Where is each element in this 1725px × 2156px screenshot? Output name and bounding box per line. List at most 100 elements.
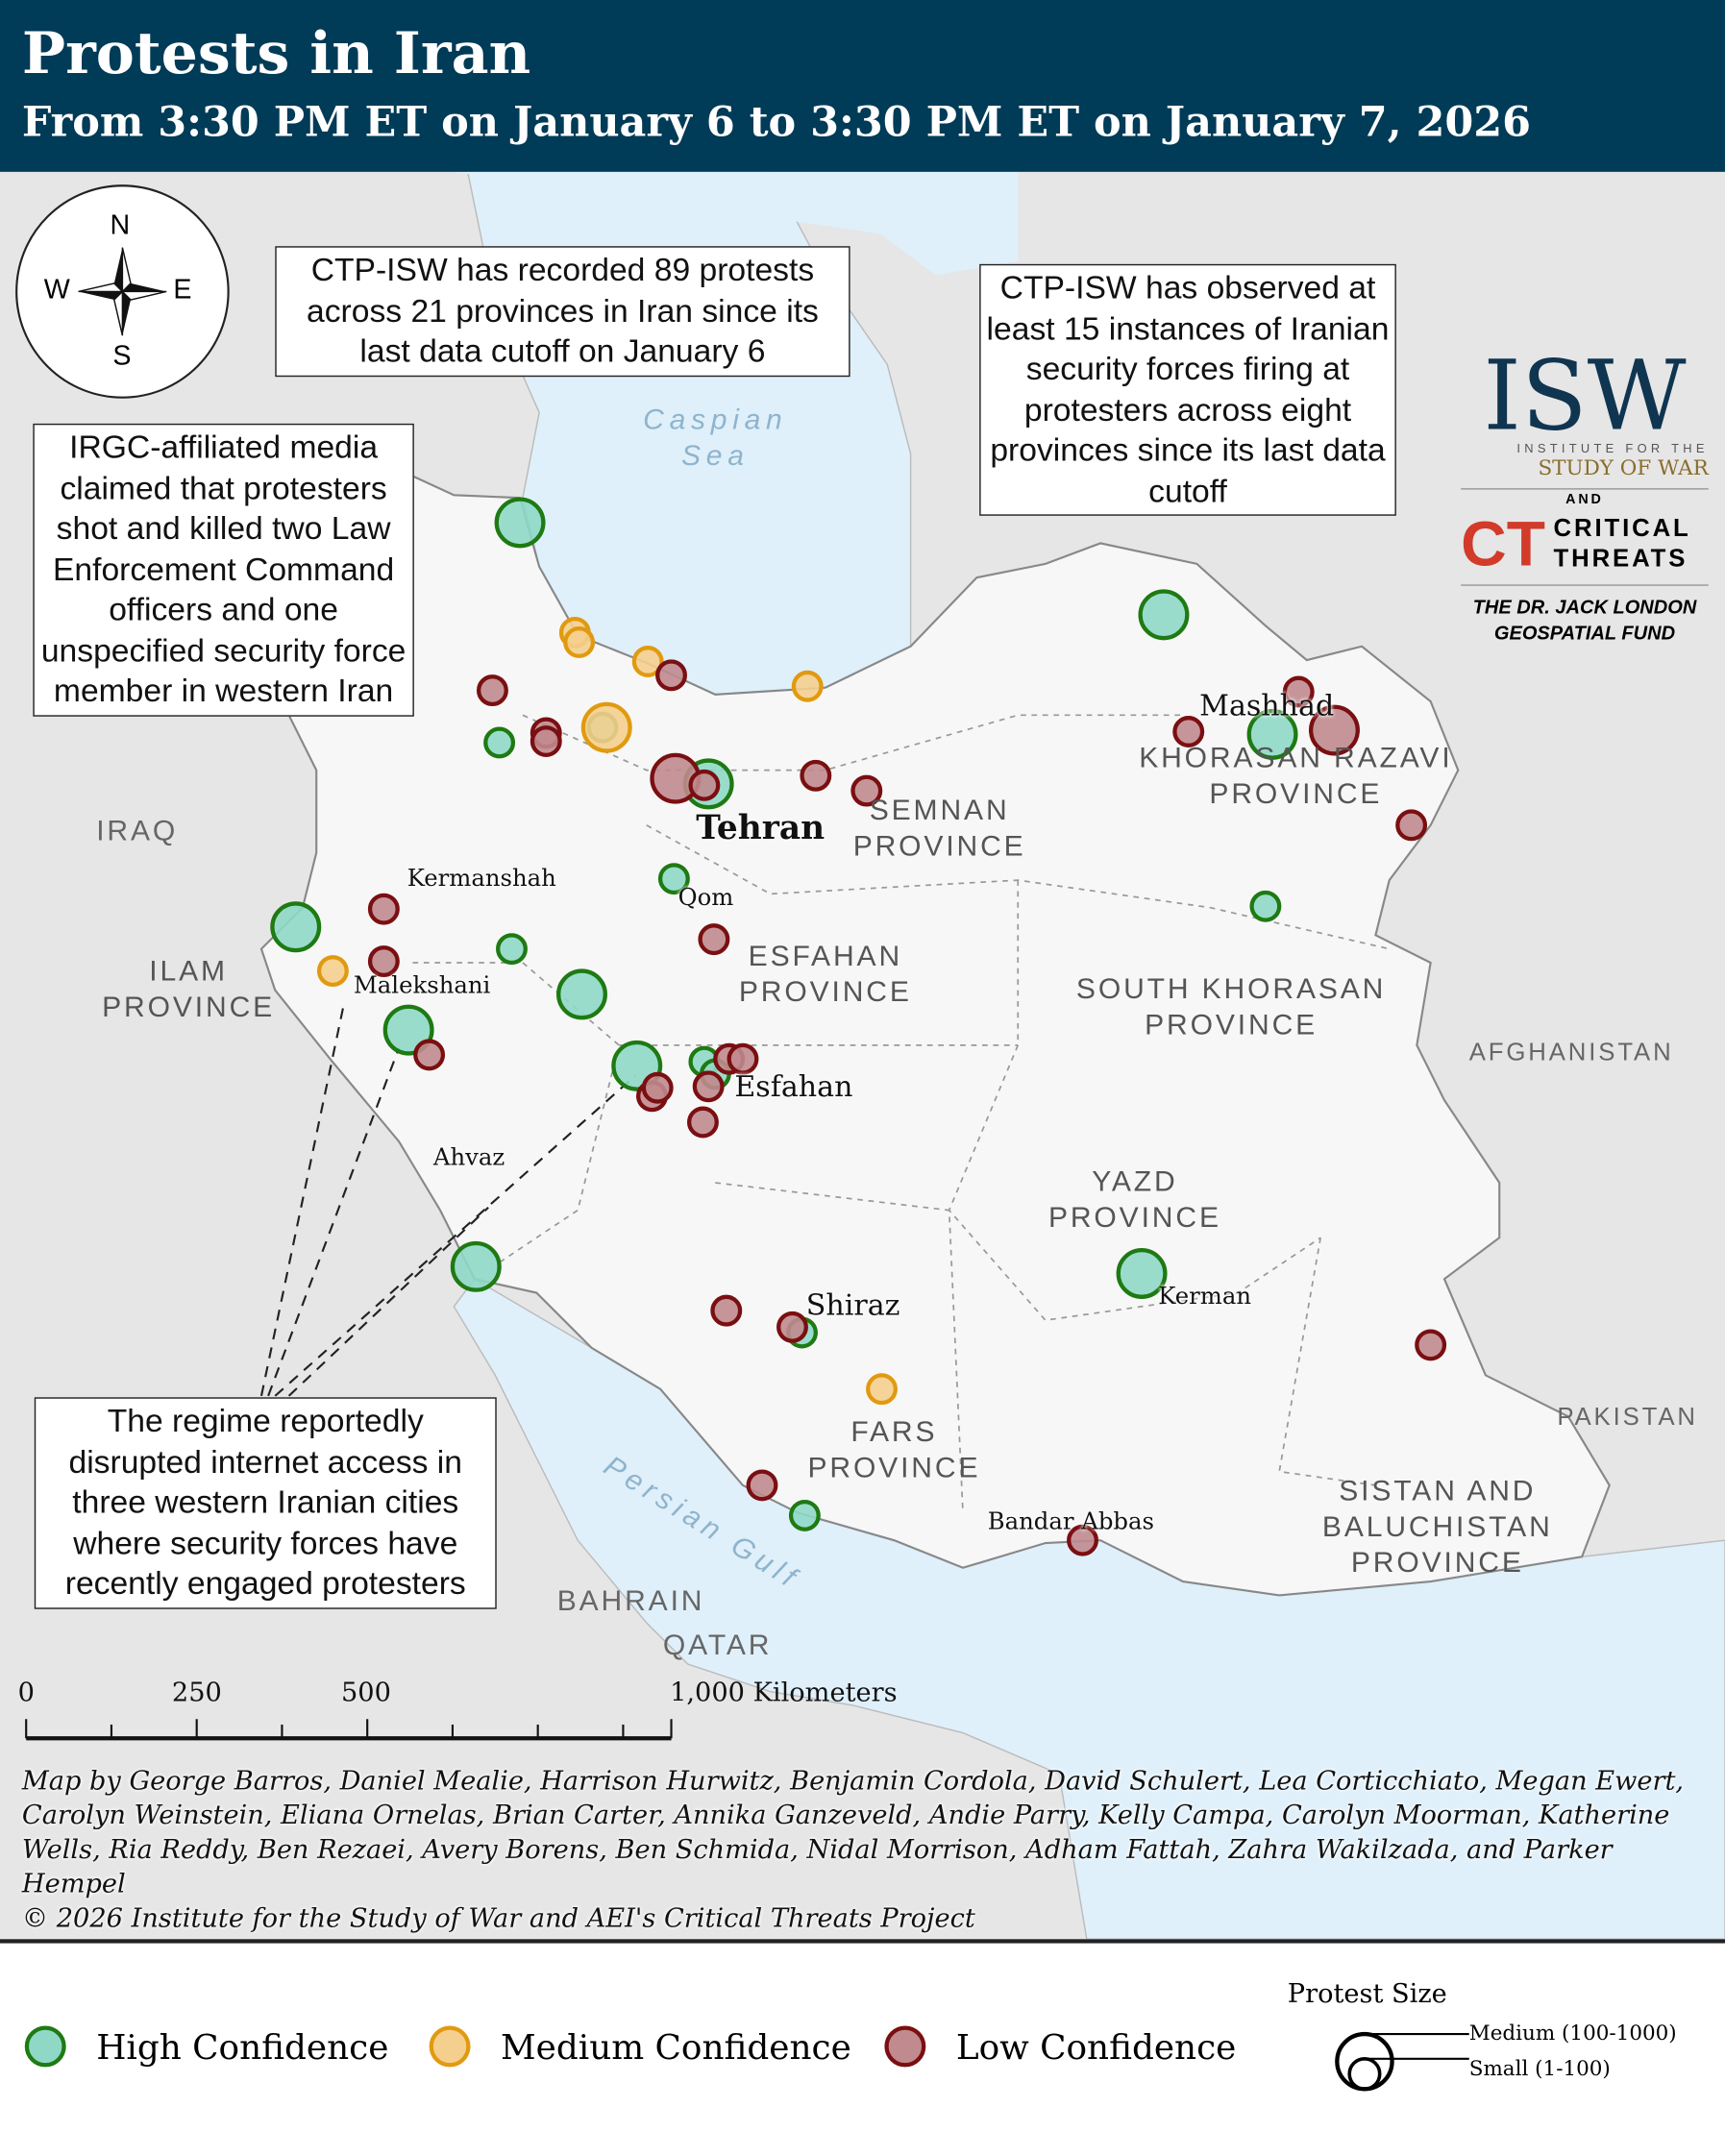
size-legend-symbol xyxy=(1335,2031,1469,2092)
callout-irgc-claim: IRGC-affiliated media claimed that prote… xyxy=(33,423,414,717)
scale-bar xyxy=(25,1719,673,1741)
protest-marker-low-small xyxy=(1395,809,1428,842)
legend: High Confidence Medium Confidence Low Co… xyxy=(0,1939,1725,2156)
label-qatar: QATAR xyxy=(662,1629,773,1662)
scale-label-0: 0 xyxy=(17,1678,35,1708)
protest-marker-low-small xyxy=(1067,1524,1098,1556)
legend-low: Low Confidence xyxy=(884,2025,1236,2068)
protest-marker-high-small xyxy=(788,1499,821,1531)
legend-medium: Medium Confidence xyxy=(429,2025,851,2068)
protest-marker-low-small xyxy=(698,923,730,956)
callout-security-firing: CTP-ISW has observed at least 15 instanc… xyxy=(979,263,1396,516)
protest-marker-low-small xyxy=(641,1071,674,1104)
page-title: Protests in Iran xyxy=(21,19,531,87)
protest-marker-high-small xyxy=(496,933,528,966)
label-semnan-province: SEMNAN PROVINCE xyxy=(852,795,1026,863)
legend-size-medium: Medium (100-1000) xyxy=(1468,2020,1677,2046)
protest-marker-low-small xyxy=(688,769,721,801)
protest-marker-high-medium xyxy=(382,1004,434,1056)
compass-west: W xyxy=(43,275,70,306)
city-mashhad: Mashhad xyxy=(1199,689,1335,723)
protest-marker-low-small xyxy=(1282,675,1315,708)
label-afghanistan: AFGHANISTAN xyxy=(1468,1038,1674,1066)
scale-label-250: 250 xyxy=(171,1678,222,1708)
protest-marker-medium-small xyxy=(631,646,664,677)
protest-marker-medium-small xyxy=(316,955,349,988)
city-shiraz: Shiraz xyxy=(805,1288,900,1322)
medium-confidence-swatch xyxy=(429,2025,471,2068)
protest-marker-low-small xyxy=(1172,716,1205,747)
credits-authors: Map by George Barros, Daniel Mealie, Har… xyxy=(21,1765,1685,1899)
label-esfahan-province: ESFAHAN PROVINCE xyxy=(738,941,912,1009)
city-tehran: Tehran xyxy=(696,807,826,847)
callout-internet-disruption: The regime reportedly disrupted internet… xyxy=(34,1397,497,1609)
map-canvas xyxy=(15,171,1725,1940)
credits-copyright: © 2026 Institute for the Study of War an… xyxy=(21,1903,975,1934)
scale-label-500: 500 xyxy=(340,1678,391,1708)
protest-marker-high-medium xyxy=(450,1240,502,1292)
protest-marker-low-small xyxy=(476,674,508,707)
callout-leader-lines xyxy=(259,1003,637,1397)
protest-marker-low-small xyxy=(655,659,687,692)
protest-marker-low-small xyxy=(367,893,400,925)
city-kermanshah: Kermanshah xyxy=(407,865,556,893)
protest-marker-medium-small xyxy=(791,670,824,702)
protest-marker-low-small xyxy=(746,1469,778,1502)
callout-protests-recorded: CTP-ISW has recorded 89 protests across … xyxy=(275,246,850,377)
protest-marker-medium-small xyxy=(563,626,596,658)
protest-marker-high-medium xyxy=(494,497,546,549)
city-ahvaz: Ahvaz xyxy=(432,1143,505,1172)
page-subtitle: From 3:30 PM ET on January 6 to 3:30 PM … xyxy=(21,99,1532,148)
label-pakistan: PAKISTAN xyxy=(1557,1403,1698,1431)
protest-marker-high-small xyxy=(1249,890,1282,922)
label-khorasan-razavi: KHORASAN RAZAVI PROVINCE xyxy=(1139,742,1453,811)
legend-size-small: Small (1-100) xyxy=(1468,2055,1611,2081)
protest-marker-low-medium xyxy=(1308,704,1360,756)
map: N S E W Caspian Sea Persian Gulf IRAQ AF… xyxy=(0,171,1725,1940)
protest-marker-medium-medium xyxy=(580,701,632,753)
city-bandar-abbas: Bandar Abbas xyxy=(987,1508,1154,1536)
protest-marker-high-small xyxy=(483,726,516,759)
header: Protests in Iran From 3:30 PM ET on Janu… xyxy=(0,0,1725,172)
protest-marker-low-small xyxy=(530,725,562,757)
protest-marker-high-medium xyxy=(556,968,607,1020)
protest-marker-low-small xyxy=(367,945,400,978)
legend-size-title: Protest Size xyxy=(1287,1978,1447,2010)
legend-high: High Confidence xyxy=(24,2025,389,2068)
label-bahrain: BAHRAIN xyxy=(556,1585,705,1618)
compass xyxy=(15,184,230,399)
map-credits: Map by George Barros, Daniel Mealie, Har… xyxy=(22,1764,1714,1936)
high-confidence-swatch xyxy=(24,2025,66,2068)
label-iraq: IRAQ xyxy=(96,815,179,847)
city-esfahan: Esfahan xyxy=(734,1069,853,1103)
city-kerman: Kerman xyxy=(1158,1283,1252,1311)
protest-marker-low-small xyxy=(686,1106,719,1139)
protest-marker-low-small xyxy=(710,1294,743,1327)
water-north xyxy=(454,171,1019,276)
protest-marker-low-small xyxy=(850,774,883,807)
protest-marker-low-small xyxy=(692,1070,725,1103)
protest-marker-high-medium xyxy=(1246,708,1298,760)
label-south-khorasan: SOUTH KHORASAN PROVINCE xyxy=(1075,973,1387,1041)
isw-ct-logo: ISW INSTITUTE FOR THE STUDY OF WAR AND C… xyxy=(1461,348,1709,647)
compass-north: N xyxy=(110,210,131,241)
protest-marker-high-small xyxy=(657,863,690,895)
city-malekshani: Malekshani xyxy=(353,971,491,1000)
protest-marker-low-small xyxy=(413,1039,446,1071)
label-fars-province: FARS PROVINCE xyxy=(807,1416,981,1484)
compass-south: S xyxy=(112,340,132,372)
label-caspian: Caspian Sea xyxy=(643,404,788,472)
protest-marker-low-small xyxy=(1415,1329,1447,1361)
protest-marker-low-small xyxy=(727,1042,759,1075)
scale-label-1000: 1,000 Kilometers xyxy=(670,1678,898,1708)
compass-east: E xyxy=(173,275,192,306)
protest-marker-low-small xyxy=(776,1311,808,1343)
city-qom: Qom xyxy=(678,884,734,913)
label-ilam-province: ILAM PROVINCE xyxy=(102,955,276,1023)
label-yazd-province: YAZD PROVINCE xyxy=(1047,1165,1221,1234)
protest-marker-high-medium xyxy=(1138,589,1190,641)
protest-marker-high-medium xyxy=(1116,1247,1168,1299)
protest-marker-low-small xyxy=(800,759,832,792)
protest-marker-medium-small xyxy=(866,1373,898,1406)
